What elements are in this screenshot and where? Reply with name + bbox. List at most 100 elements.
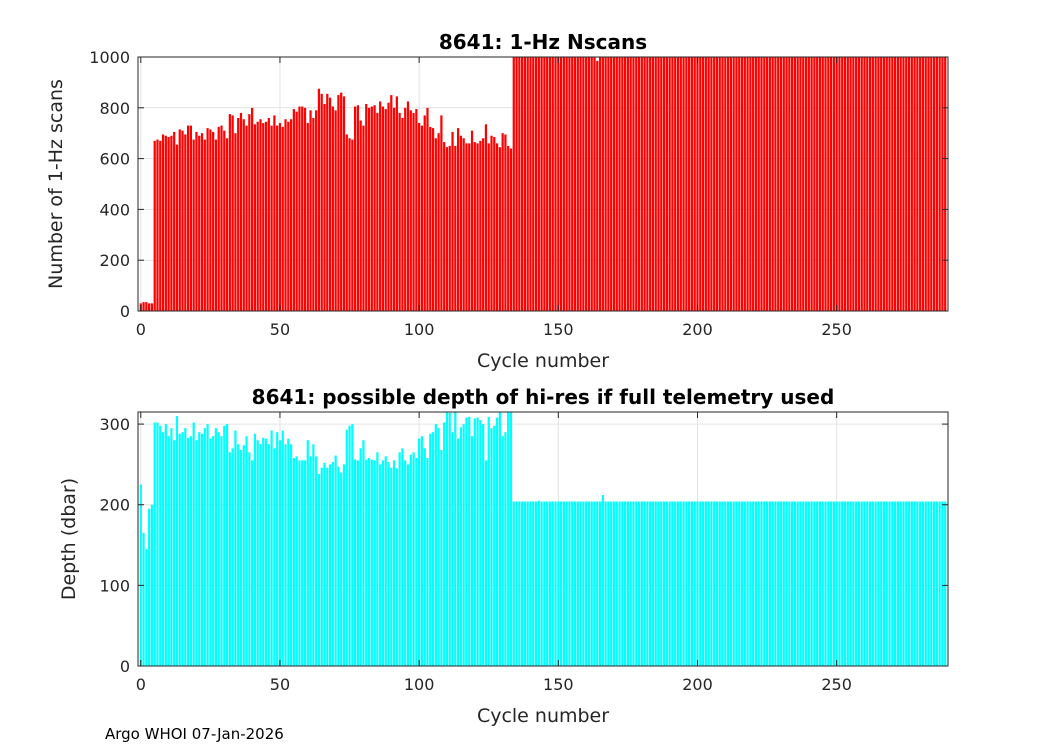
bar bbox=[843, 57, 847, 311]
bar bbox=[835, 501, 838, 666]
bar bbox=[409, 454, 412, 666]
bar bbox=[668, 501, 671, 666]
bar bbox=[551, 501, 554, 666]
bar bbox=[317, 474, 321, 666]
bar bbox=[345, 429, 348, 666]
bar bbox=[495, 143, 499, 311]
bar bbox=[326, 467, 329, 666]
x-tick-label: 50 bbox=[270, 320, 290, 339]
bar bbox=[331, 461, 334, 666]
bar bbox=[367, 457, 371, 666]
bar bbox=[186, 125, 190, 311]
bar bbox=[198, 432, 201, 666]
bar bbox=[529, 57, 532, 311]
bar bbox=[799, 57, 802, 311]
bar bbox=[267, 117, 270, 312]
bar bbox=[337, 466, 340, 666]
bar bbox=[426, 107, 429, 311]
bar bbox=[585, 57, 588, 311]
bar bbox=[445, 147, 449, 311]
bar bbox=[571, 501, 574, 666]
bar bbox=[612, 57, 616, 311]
bar bbox=[768, 57, 771, 311]
bar bbox=[615, 57, 618, 311]
bar bbox=[359, 448, 362, 666]
x-tick-label: 100 bbox=[404, 675, 435, 694]
bar bbox=[860, 57, 863, 311]
bar bbox=[593, 57, 596, 311]
bar bbox=[200, 133, 204, 311]
bar bbox=[379, 101, 382, 311]
bar bbox=[245, 125, 248, 311]
bar bbox=[910, 57, 913, 311]
bar bbox=[323, 462, 326, 666]
bar bbox=[548, 501, 552, 666]
bar bbox=[412, 452, 415, 666]
bar bbox=[498, 147, 501, 311]
bar bbox=[944, 501, 947, 666]
bar bbox=[487, 416, 490, 666]
bar bbox=[459, 135, 462, 311]
bar bbox=[802, 501, 805, 666]
bar bbox=[490, 135, 493, 311]
bar bbox=[749, 501, 752, 666]
bar bbox=[303, 107, 307, 311]
bar bbox=[587, 57, 591, 311]
bar bbox=[228, 452, 231, 666]
x-tick-label: 200 bbox=[682, 320, 713, 339]
bar bbox=[874, 57, 877, 311]
bar bbox=[802, 57, 805, 311]
bar bbox=[420, 125, 424, 311]
bar bbox=[646, 57, 649, 311]
bar bbox=[434, 424, 437, 666]
bar bbox=[649, 501, 652, 666]
bar bbox=[426, 457, 429, 666]
bar bbox=[184, 428, 187, 666]
bar bbox=[248, 452, 251, 666]
bar bbox=[303, 460, 307, 666]
bar bbox=[264, 438, 268, 666]
bar bbox=[760, 57, 763, 311]
bar bbox=[868, 57, 872, 311]
bar bbox=[907, 501, 911, 666]
bar bbox=[532, 501, 535, 666]
bar bbox=[281, 126, 284, 311]
bar bbox=[843, 501, 847, 666]
y-tick-label: 200 bbox=[99, 251, 130, 270]
bar bbox=[376, 452, 379, 666]
bar bbox=[440, 449, 443, 666]
bar bbox=[384, 456, 387, 666]
bar bbox=[740, 501, 744, 666]
bar bbox=[479, 140, 482, 311]
bar bbox=[359, 120, 362, 311]
bar bbox=[212, 131, 215, 311]
bar bbox=[362, 125, 365, 311]
bar bbox=[649, 57, 652, 311]
bar bbox=[913, 57, 916, 311]
bar bbox=[573, 57, 577, 311]
bar bbox=[944, 57, 947, 311]
bar bbox=[660, 501, 663, 666]
bar bbox=[752, 57, 755, 311]
bar bbox=[348, 138, 351, 311]
x-tick-label: 250 bbox=[821, 320, 852, 339]
bar bbox=[320, 93, 323, 311]
bar bbox=[328, 97, 332, 311]
bar bbox=[735, 501, 738, 666]
bar bbox=[793, 57, 797, 311]
bar bbox=[693, 501, 696, 666]
nscans-chart: 0 50 100 150 200 250 0 200 400 600 800 1000 8641: 1-… bbox=[45, 30, 949, 372]
bar bbox=[401, 448, 404, 666]
bar bbox=[431, 432, 435, 666]
bar bbox=[579, 57, 582, 311]
bar bbox=[849, 501, 852, 666]
bar bbox=[248, 114, 251, 312]
bar bbox=[292, 109, 295, 311]
bar bbox=[521, 501, 524, 666]
bar bbox=[682, 57, 685, 311]
bar bbox=[214, 139, 218, 311]
bar bbox=[626, 501, 630, 666]
bar bbox=[785, 501, 788, 666]
bar bbox=[515, 57, 518, 311]
y-tick-label: 200 bbox=[99, 496, 130, 515]
